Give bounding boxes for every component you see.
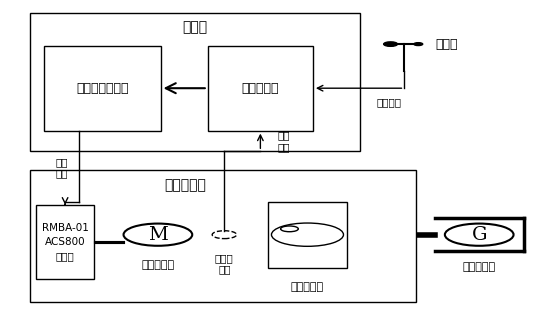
- Bar: [36, 205, 94, 279]
- Text: RMBA-01
ACS800
变频器: RMBA-01 ACS800 变频器: [42, 223, 89, 261]
- Bar: [44, 46, 161, 131]
- Text: 上位机: 上位机: [183, 20, 208, 34]
- Text: 减速齿轮箱: 减速齿轮箱: [291, 282, 324, 292]
- Text: 转速编
码器: 转速编 码器: [215, 253, 234, 274]
- Bar: [30, 13, 360, 151]
- Bar: [208, 46, 313, 131]
- Text: 永磁发电机: 永磁发电机: [463, 261, 496, 272]
- Text: G: G: [471, 226, 487, 244]
- Ellipse shape: [414, 43, 423, 46]
- Text: 转速
信号: 转速 信号: [277, 130, 290, 152]
- Text: 工业控制计算机: 工业控制计算机: [76, 82, 129, 95]
- Ellipse shape: [383, 42, 398, 46]
- Text: 数据采集卡: 数据采集卡: [242, 82, 279, 95]
- Bar: [268, 202, 347, 268]
- Text: 风速信号: 风速信号: [377, 98, 402, 108]
- Text: 转矩
指令: 转矩 指令: [55, 157, 68, 179]
- Text: M: M: [148, 226, 168, 244]
- Text: 风速仪: 风速仪: [435, 37, 458, 51]
- Bar: [30, 170, 416, 302]
- Text: 原动机系统: 原动机系统: [165, 178, 207, 192]
- Text: 异步电动机: 异步电动机: [141, 260, 175, 270]
